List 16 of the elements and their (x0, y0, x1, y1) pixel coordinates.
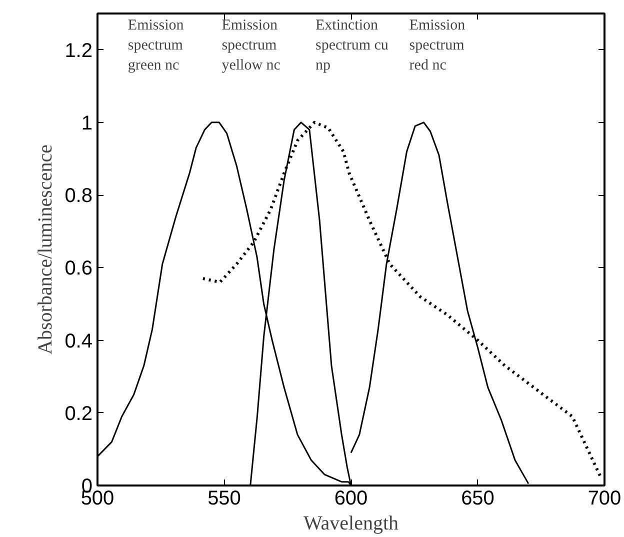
y-tick-label: 0.6 (64, 258, 93, 280)
x-tick-label: 600 (334, 488, 368, 510)
y-tick-label: 0.8 (64, 185, 93, 208)
y-tick-label: 1 (81, 112, 92, 134)
x-tick-label: 550 (208, 488, 241, 510)
y-axis-title: Absorbance/luminescence (34, 144, 57, 354)
x-tick-label: 650 (461, 488, 494, 510)
x-axis-title: Wavelength (303, 512, 399, 534)
annotation: Emission spectrum yellow nc (222, 17, 281, 74)
annotation: Emission spectrum green nc (128, 17, 184, 74)
y-tick-label: 0.4 (64, 330, 93, 352)
y-tick-label: 1.2 (64, 40, 93, 62)
x-tick-label: 700 (588, 488, 622, 510)
annotation: Emission spectrum red nc (409, 17, 466, 74)
y-tick-label: 0.2 (64, 402, 93, 425)
annotation: Extinction spectrum cu np (316, 17, 389, 74)
